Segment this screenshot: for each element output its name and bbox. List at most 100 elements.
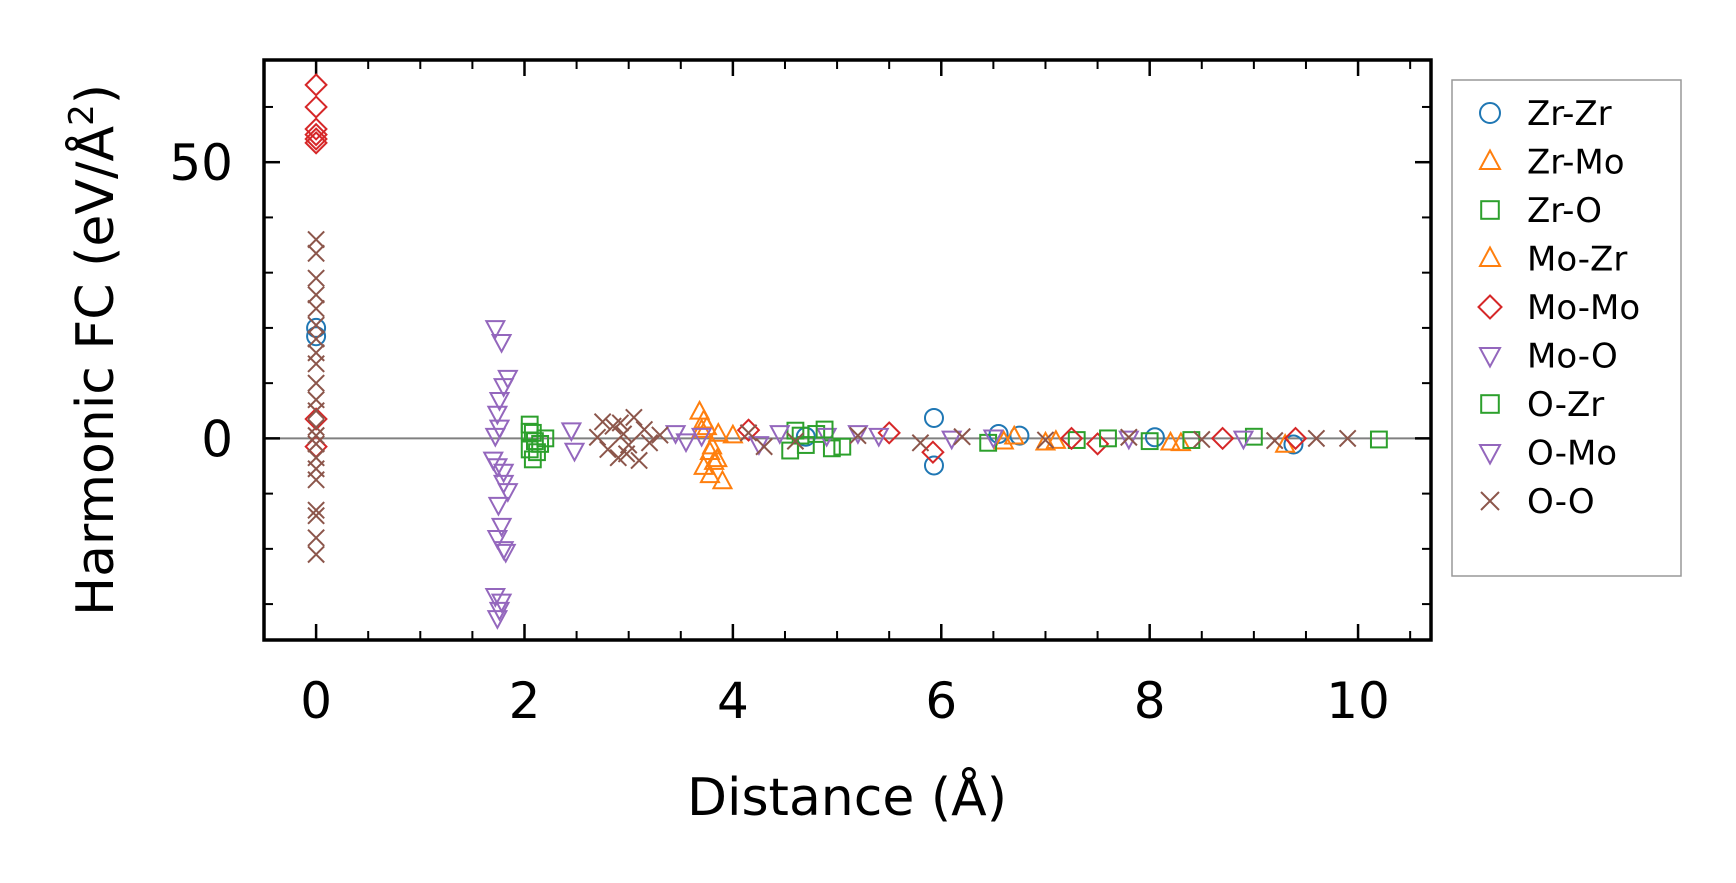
data-point-zr-zr: [306, 326, 327, 347]
legend-marker-mo-zr: [1478, 245, 1502, 267]
data-point-o-mo: [1118, 430, 1140, 451]
data-point-o-mo: [675, 433, 697, 454]
data-point-mo-o: [486, 610, 509, 630]
x-tick-label: 2: [509, 672, 541, 730]
data-point-o-o: [755, 437, 773, 456]
y-axis-title: Harmonic FC (eV/Å2): [62, 84, 126, 616]
data-point-o-o: [307, 285, 325, 304]
x-tick-label: 8: [1134, 672, 1166, 730]
legend-marker-zr-mo: [1478, 148, 1502, 170]
data-point-o-o: [307, 529, 325, 547]
data-point-zr-o: [822, 439, 841, 458]
data-point-zr-zr: [923, 407, 944, 428]
data-point-mo-o: [497, 483, 519, 503]
y-axis-title-close: ): [66, 84, 126, 104]
data-point-o-mo: [1232, 430, 1255, 451]
data-point-o-o: [1192, 430, 1211, 449]
data-point-mo-zr: [1003, 424, 1025, 445]
data-point-mo-o: [847, 425, 869, 445]
series-o-zr: [523, 420, 1201, 462]
data-point-o-o: [307, 426, 325, 445]
x-tick-label: 10: [1326, 672, 1390, 730]
legend-label-o-o: O-O: [1527, 482, 1595, 522]
data-point-o-o: [640, 433, 659, 452]
y-tick-label: 0: [201, 410, 233, 468]
data-point-o-o: [307, 330, 325, 348]
data-point-zr-mo: [993, 429, 1015, 450]
data-point-mo-o: [486, 405, 509, 426]
data-point-o-zr: [791, 426, 810, 445]
data-point-o-o: [1036, 431, 1055, 449]
data-point-mo-mo: [1210, 426, 1235, 451]
data-point-o-mo: [982, 429, 1005, 450]
data-point-o-o: [307, 435, 325, 453]
data-point-o-o: [611, 414, 630, 432]
data-point-zr-mo: [699, 463, 721, 484]
data-point-mo-mo: [1085, 432, 1110, 456]
data-point-o-mo: [492, 463, 515, 484]
data-point-o-o: [614, 425, 633, 443]
legend: Zr-Zr Zr-Mo Zr-O Mo-Zr Mo-Mo Mo-O O-Zr O-Mo O-O: [1451, 79, 1682, 577]
data-point-o-o: [588, 428, 607, 447]
data-point-o-mo: [868, 427, 890, 448]
data-point-o-o: [599, 440, 617, 459]
data-point-o-o: [849, 426, 867, 445]
data-point-o-o: [307, 401, 325, 420]
data-point-o-o: [625, 408, 643, 427]
legend-label-zr-zr: Zr-Zr: [1527, 94, 1612, 134]
data-point-o-o: [1120, 428, 1138, 447]
legend-label-mo-zr: Mo-Zr: [1527, 240, 1627, 280]
data-point-o-o: [651, 426, 669, 444]
data-point-o-o: [307, 374, 325, 392]
data-point-o-mo: [488, 419, 511, 440]
data-point-mo-o: [492, 378, 515, 398]
data-point-o-o: [617, 445, 636, 463]
data-point-o-o: [307, 230, 325, 249]
data-point-o-mo: [487, 496, 510, 517]
data-point-o-o: [307, 471, 325, 489]
data-point-mo-o: [484, 588, 506, 608]
data-point-o-mo: [769, 425, 791, 445]
data-point-o-o: [593, 413, 612, 431]
data-point-mo-mo: [304, 407, 328, 431]
data-point-mo-o: [490, 517, 513, 538]
data-point-o-o: [307, 545, 325, 564]
data-point-o-o: [307, 269, 325, 287]
legend-label-o-zr: O-Zr: [1527, 385, 1604, 425]
data-point-o-o: [307, 316, 325, 334]
legend-label-zr-mo: Zr-Mo: [1527, 143, 1625, 183]
y-axis-title-superscript: 2: [62, 104, 102, 126]
data-point-zr-mo: [722, 423, 744, 444]
data-point-o-o: [307, 299, 325, 318]
data-point-o-o: [307, 355, 325, 373]
data-point-zr-zr: [1283, 434, 1304, 455]
data-point-o-o: [1265, 431, 1284, 450]
legend-label-o-mo: O-Mo: [1527, 434, 1617, 474]
data-point-mo-o: [486, 530, 509, 550]
data-point-o-zr: [1099, 429, 1117, 448]
data-point-mo-mo: [1059, 426, 1084, 451]
data-point-mo-o: [941, 430, 963, 451]
x-tick-label: 0: [300, 672, 332, 730]
data-point-zr-o: [1244, 427, 1263, 446]
data-point-zr-o: [1369, 430, 1388, 449]
y-tick-label: 50: [169, 134, 233, 192]
data-point-zr-mo: [711, 469, 734, 490]
legend-marker-o-mo: [1478, 444, 1502, 466]
data-point-mo-mo: [304, 122, 328, 147]
series-o-mo: [487, 419, 1255, 561]
data-point-zr-mo: [703, 450, 725, 470]
legend-marker-o-o: [1480, 491, 1500, 511]
data-point-mo-mo: [304, 127, 328, 151]
data-point-o-o: [1307, 429, 1326, 448]
legend-label-mo-o: Mo-O: [1527, 337, 1618, 377]
data-point-o-o: [307, 501, 325, 519]
data-point-zr-mo: [693, 455, 715, 475]
data-point-o-o: [911, 433, 930, 452]
data-point-mo-zr: [699, 440, 721, 460]
data-point-o-o: [635, 420, 654, 439]
axis-ticks: [263, 60, 1431, 640]
